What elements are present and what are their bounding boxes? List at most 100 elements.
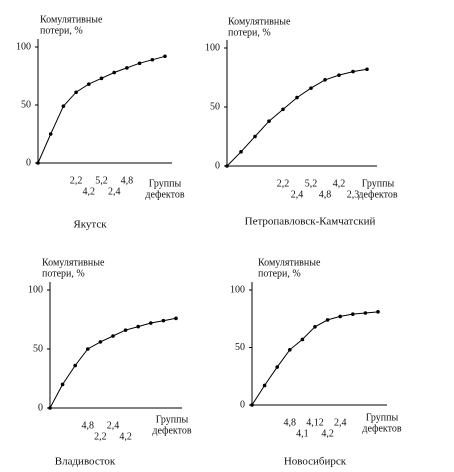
data-point [174, 316, 178, 321]
x-tick-label: 4,8 [319, 189, 332, 200]
y-axis-label: потери, % [42, 268, 85, 279]
data-point [323, 78, 327, 82]
data-point [36, 161, 40, 165]
x-tick-label: 2,4 [291, 189, 304, 200]
x-axis-label: Группы [362, 178, 395, 189]
data-point [136, 324, 140, 329]
data-point [288, 348, 292, 352]
data-point [300, 337, 305, 342]
data-point [161, 318, 166, 323]
data-point [262, 383, 267, 388]
y-tick-label: 100 [205, 42, 220, 53]
x-axis-label: Группы [149, 178, 182, 189]
x-tick-label: 4,2 [333, 178, 346, 189]
data-point [125, 66, 129, 70]
y-tick-label: 50 [210, 101, 220, 112]
x-tick-label: 4,2 [83, 186, 96, 197]
data-point [112, 70, 116, 75]
data-point [74, 90, 78, 95]
data-point [351, 312, 355, 316]
data-point [123, 328, 128, 332]
x-axis-label: дефектов [145, 189, 185, 200]
chart-title: Владивосток [55, 456, 116, 468]
data-point [338, 314, 343, 319]
x-tick-label: 5,2 [95, 175, 108, 186]
data-point [275, 365, 280, 369]
data-point [376, 310, 380, 314]
x-tick-label: 4,2 [119, 431, 132, 442]
y-axis-label: потери, % [40, 25, 83, 36]
data-point [267, 119, 271, 123]
y-tick-label: 0 [215, 160, 220, 171]
x-tick-label: 2,4 [107, 420, 120, 431]
data-point [86, 347, 90, 351]
x-axis-label: дефектов [152, 425, 192, 436]
data-point [239, 150, 243, 154]
x-tick-label: 2,4 [108, 186, 121, 197]
data-point [48, 406, 52, 410]
x-tick-label: 2,2 [277, 178, 290, 189]
series-line [226, 68, 368, 167]
x-axis-label: Группы [366, 412, 399, 423]
y-axis-label: потери, % [258, 268, 301, 279]
y-tick-label: 100 [16, 41, 31, 52]
y-tick-label: 100 [28, 284, 43, 295]
data-point [325, 318, 330, 322]
x-tick-label: 4,8 [82, 420, 95, 431]
data-point [73, 363, 77, 368]
y-tick-label: 50 [235, 342, 245, 353]
y-tick-label: 100 [230, 284, 245, 295]
x-tick-label: 2,2 [94, 431, 107, 442]
data-point [150, 57, 155, 62]
y-tick-label: 50 [33, 343, 43, 354]
data-point [48, 132, 53, 136]
data-point [253, 134, 257, 139]
x-tick-label: 2,4 [334, 417, 347, 428]
y-tick-label: 0 [26, 157, 31, 168]
data-point [60, 382, 65, 387]
data-point [61, 104, 66, 108]
data-point [163, 54, 167, 59]
y-axis-label: Комулятивные [228, 16, 291, 27]
data-point [281, 107, 285, 112]
data-point [87, 82, 91, 86]
data-point [363, 311, 368, 315]
series-line [37, 55, 166, 164]
data-point [98, 340, 103, 344]
x-axis-label: Группы [156, 414, 189, 425]
y-tick-label: 0 [38, 402, 43, 413]
data-point [250, 403, 254, 407]
data-point [309, 86, 313, 90]
x-tick-label: 4,1 [296, 428, 309, 439]
y-axis-label: Комулятивные [40, 14, 103, 25]
x-tick-label: 4,8 [284, 417, 297, 428]
data-point [137, 61, 142, 66]
chart-title: Петропавловск-Камчатский [245, 216, 376, 228]
data-point [313, 325, 317, 329]
data-point [337, 73, 341, 77]
series-line [49, 317, 177, 409]
data-point [99, 76, 104, 81]
x-axis-label: дефектов [358, 189, 398, 200]
y-tick-label: 50 [21, 99, 31, 110]
x-tick-label: 2,3 [347, 189, 360, 200]
x-tick-label: 4,2 [321, 428, 334, 439]
x-tick-label: 2,2 [70, 175, 83, 186]
y-axis-label: Комулятивные [42, 257, 105, 268]
chart-title: Якутск [73, 219, 107, 231]
x-tick-label: 5,2 [305, 178, 318, 189]
data-point [111, 334, 115, 338]
x-axis-label: дефектов [362, 423, 402, 434]
y-axis-label: Комулятивные [258, 257, 321, 268]
y-axis-label: потери, % [228, 27, 271, 38]
data-point [295, 95, 299, 100]
data-point [351, 69, 355, 74]
data-point [149, 321, 153, 325]
chart-title: Новосибирск [284, 456, 347, 468]
data-point [365, 67, 369, 72]
data-point [225, 164, 229, 168]
x-tick-label: 4,12 [306, 417, 324, 428]
y-tick-label: 0 [240, 399, 245, 410]
x-tick-label: 4,8 [121, 175, 134, 186]
